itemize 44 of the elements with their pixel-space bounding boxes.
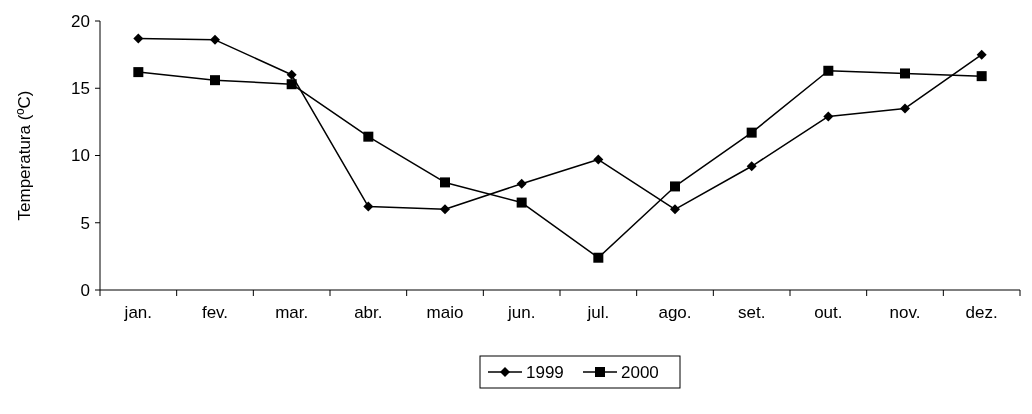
point — [516, 178, 527, 189]
point — [516, 197, 527, 208]
point — [363, 131, 374, 142]
point — [286, 79, 297, 90]
x-tick-label: set. — [737, 303, 766, 322]
point — [746, 161, 757, 172]
x-tick-label: mar. — [275, 303, 309, 322]
x-tick-label: nov. — [889, 303, 921, 322]
x-tick-label: abr. — [354, 303, 383, 322]
point — [440, 204, 450, 215]
point — [746, 127, 757, 138]
x-tick-label: jul. — [586, 303, 610, 322]
x-tick-label: fev. — [201, 303, 229, 322]
point — [363, 201, 374, 212]
legend-label: 1999 — [526, 362, 564, 382]
point — [440, 177, 450, 188]
point — [210, 34, 220, 45]
point — [823, 65, 834, 76]
y-axis-title: Temperatura (ºC) — [15, 90, 34, 221]
y-tick-label: 0 — [80, 280, 90, 300]
x-tick-label: dez. — [965, 303, 998, 322]
y-tick-label: 5 — [80, 213, 90, 233]
legend-label: 2000 — [621, 362, 659, 382]
point — [286, 69, 297, 80]
point — [210, 75, 220, 86]
x-tick-label: jun. — [506, 303, 536, 322]
point — [593, 154, 604, 165]
point — [900, 68, 910, 79]
x-tick-label: out. — [814, 303, 843, 322]
point — [900, 103, 910, 114]
point — [670, 181, 680, 192]
point — [133, 67, 144, 78]
point — [593, 252, 604, 263]
point — [133, 33, 144, 44]
point — [976, 71, 987, 82]
x-tick-label: ago. — [658, 303, 692, 322]
point — [823, 111, 834, 122]
y-tick-label: 20 — [71, 11, 90, 31]
x-tick-label: jan. — [123, 303, 153, 322]
point — [976, 49, 987, 60]
x-tick-label: maio — [426, 303, 464, 322]
point — [670, 204, 680, 215]
y-tick-label: 15 — [71, 79, 90, 99]
y-tick-label: 10 — [71, 146, 90, 166]
